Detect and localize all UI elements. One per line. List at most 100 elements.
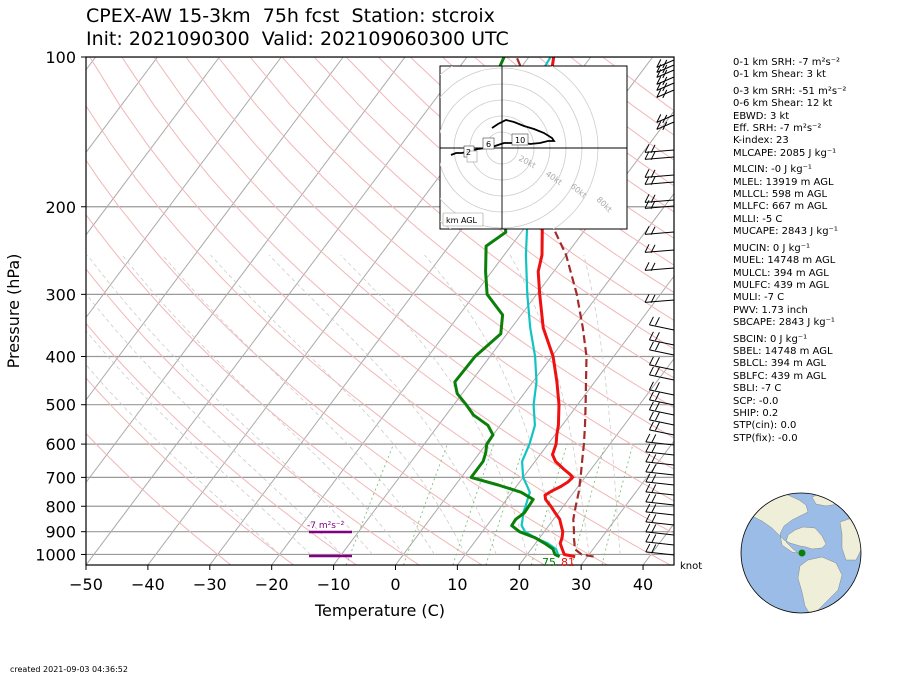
hodo-height-label: 6 xyxy=(486,140,491,149)
wind-barb xyxy=(645,453,675,466)
wind-barb xyxy=(645,483,675,496)
dry-adiabat xyxy=(86,159,545,565)
wind-barb xyxy=(656,76,675,86)
index-row: MLCAPE: 2085 J kg⁻¹ xyxy=(733,147,837,159)
hodo-height-label: 10 xyxy=(515,136,525,145)
mixing-ratio-line xyxy=(530,443,568,565)
moist-adiabat xyxy=(87,254,373,555)
index-row: MLLFC: 667 m AGL xyxy=(733,201,828,213)
y-tick-label: 400 xyxy=(45,348,76,367)
wind-barb xyxy=(645,433,675,446)
hodo-box-label: km AGL xyxy=(446,216,478,225)
dry-adiabat xyxy=(249,57,674,409)
index-row: STP(fix): -0.0 xyxy=(733,432,798,444)
index-row: 0-1 km Shear: 3 kt xyxy=(733,69,826,81)
surface-dewpoint-f: 75 xyxy=(542,556,556,569)
wind-barb xyxy=(648,391,675,406)
moist-adiabat xyxy=(86,293,342,555)
wind-barbs xyxy=(644,59,675,556)
landmass xyxy=(741,493,827,554)
index-row: MULFC: 439 m AGL xyxy=(733,279,829,291)
dry-adiabat xyxy=(345,57,674,322)
y-tick-label: 100 xyxy=(45,48,76,67)
isotherm xyxy=(580,440,674,565)
indices-panel: 0-1 km SRH: -7 m²s⁻² 0-1 km Shear: 3 kt 0-… xyxy=(733,57,903,445)
landmass xyxy=(797,556,843,613)
index-row: Eff. SRH: -7 m²s⁻² xyxy=(733,123,822,135)
surface-temp-f: 81 xyxy=(561,556,575,569)
wind-barb xyxy=(645,493,675,506)
dry-adiabat xyxy=(281,57,674,379)
index-row: MUCIN: 0 J kg⁻¹ xyxy=(733,242,811,254)
index-row: MLLI: -5 C xyxy=(733,213,783,225)
wind-barb xyxy=(656,89,675,99)
chart-title: CPEX-AW 15-3km 75h fcst Station: stcroix xyxy=(86,5,495,27)
y-tick-label: 900 xyxy=(45,523,76,542)
dry-adiabat xyxy=(313,57,674,350)
dry-adiabat xyxy=(217,57,674,439)
mixing-ratio-line xyxy=(403,443,448,565)
dry-adiabat xyxy=(86,213,483,565)
wind-barb xyxy=(645,463,675,476)
index-row: K-index: 23 xyxy=(733,135,789,147)
wind-barb xyxy=(645,543,675,556)
index-row: EBWD: 3 kt xyxy=(733,110,790,122)
index-row: SBCIN: 0 J kg⁻¹ xyxy=(733,333,808,345)
y-tick-label: 1000 xyxy=(35,545,76,564)
moist-adiabat xyxy=(583,254,621,555)
isotherm xyxy=(86,57,158,154)
wind-barb xyxy=(645,513,675,526)
index-row: SCP: -0.0 xyxy=(733,395,779,407)
dry-adiabat xyxy=(409,57,674,266)
wind-barb xyxy=(645,523,675,536)
x-tick-label: 0 xyxy=(390,575,400,594)
isotherm xyxy=(86,57,282,319)
mixing-ratio-line xyxy=(601,443,634,565)
x-tick-label: −20 xyxy=(255,575,289,594)
moist-adiabat xyxy=(162,254,435,555)
index-row: SBLCL: 394 m AGL xyxy=(733,358,827,370)
wind-barb xyxy=(644,194,675,204)
moist-adiabat xyxy=(86,330,311,555)
wind-barb xyxy=(645,443,675,456)
plot-frame xyxy=(85,56,675,566)
index-row: SBEL: 14748 m AGL xyxy=(733,345,833,357)
wind-barb xyxy=(645,533,675,546)
wind-barb xyxy=(644,144,675,154)
hodo-height-label: 2 xyxy=(466,148,471,157)
wind-barb xyxy=(648,421,675,436)
wind-barb xyxy=(644,151,675,161)
y-tick-label: 200 xyxy=(45,198,76,217)
index-row: STP(cin): 0.0 xyxy=(733,420,797,432)
dry-adiabat xyxy=(121,57,674,535)
mixing-ratio-line xyxy=(485,443,526,565)
wind-barb xyxy=(644,244,675,254)
dry-adiabat xyxy=(185,57,674,470)
dry-adiabat xyxy=(86,377,294,565)
wind-barb xyxy=(644,200,675,210)
isotherm xyxy=(518,357,674,565)
index-row: MLEL: 13919 m AGL xyxy=(733,176,834,188)
moist-adiabat xyxy=(86,364,280,555)
created-timestamp: created 2021-09-03 04:36:52 xyxy=(10,665,128,674)
wind-barb xyxy=(656,114,675,124)
index-row: MUCAPE: 2843 J kg⁻¹ xyxy=(733,226,838,238)
isotherm xyxy=(86,57,468,565)
dry-adiabat xyxy=(86,268,420,565)
index-row: 0-3 km SRH: -51 m²s⁻² xyxy=(733,85,847,97)
isotherm xyxy=(395,192,674,565)
y-tick-label: 700 xyxy=(45,468,76,487)
x-tick-label: −10 xyxy=(317,575,351,594)
wind-barb xyxy=(656,82,675,92)
y-tick-label: 300 xyxy=(45,285,76,304)
moist-adiabat xyxy=(210,254,466,555)
y-axis-label: Pressure (hPa) xyxy=(4,254,23,369)
wind-barb xyxy=(648,316,675,331)
dry-adiabat xyxy=(86,322,357,565)
x-tick-label: 30 xyxy=(571,575,591,594)
x-tick-label: 40 xyxy=(633,575,653,594)
wind-barb xyxy=(648,356,675,371)
dry-adiabat xyxy=(86,432,232,565)
x-tick-label: −50 xyxy=(69,575,103,594)
